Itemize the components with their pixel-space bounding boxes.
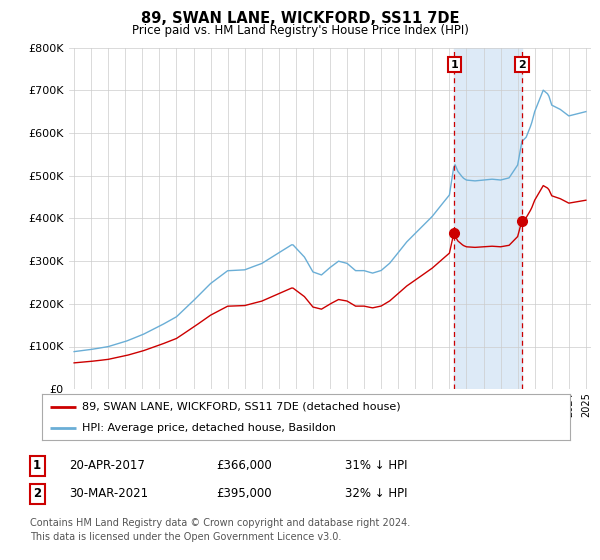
Text: 2: 2	[518, 60, 526, 69]
Text: Price paid vs. HM Land Registry's House Price Index (HPI): Price paid vs. HM Land Registry's House …	[131, 24, 469, 36]
Bar	[454, 48, 522, 389]
Text: £395,000: £395,000	[216, 487, 272, 501]
Text: 32% ↓ HPI: 32% ↓ HPI	[345, 487, 407, 501]
Text: 30-MAR-2021: 30-MAR-2021	[69, 487, 148, 501]
Text: 89, SWAN LANE, WICKFORD, SS11 7DE (detached house): 89, SWAN LANE, WICKFORD, SS11 7DE (detac…	[82, 402, 400, 412]
Text: 2: 2	[33, 487, 41, 501]
Text: Contains HM Land Registry data © Crown copyright and database right 2024.: Contains HM Land Registry data © Crown c…	[30, 517, 410, 528]
Text: HPI: Average price, detached house, Basildon: HPI: Average price, detached house, Basi…	[82, 423, 335, 433]
Text: 20-APR-2017: 20-APR-2017	[69, 459, 145, 473]
Text: £366,000: £366,000	[216, 459, 272, 473]
Text: 1: 1	[33, 459, 41, 473]
Text: This data is licensed under the Open Government Licence v3.0.: This data is licensed under the Open Gov…	[30, 532, 341, 542]
Text: 89, SWAN LANE, WICKFORD, SS11 7DE: 89, SWAN LANE, WICKFORD, SS11 7DE	[141, 11, 459, 26]
Text: 31% ↓ HPI: 31% ↓ HPI	[345, 459, 407, 473]
Text: 1: 1	[451, 60, 458, 69]
